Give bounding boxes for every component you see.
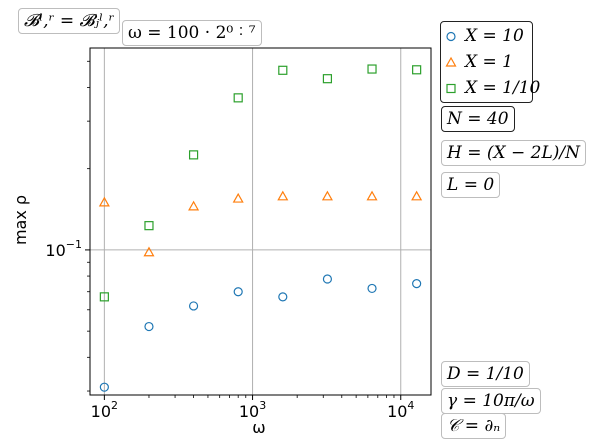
y-axis-label: max ρ: [11, 195, 30, 245]
data-point-triangle: [143, 246, 155, 257]
data-point-square: [412, 65, 422, 75]
data-point-circle: [233, 287, 243, 297]
legend-item: X = 1/10: [445, 76, 540, 100]
y-tick-label: 10−1: [45, 238, 82, 260]
data-point-square: [188, 150, 199, 160]
annotation-c: 𝒞 = ∂ₙ: [441, 413, 507, 439]
data-point-square: [233, 93, 243, 103]
data-point-triangle: [366, 190, 378, 201]
data-point-circle: [99, 382, 109, 392]
data-point-circle: [144, 321, 154, 332]
legend: X = 10 X = 1 X = 1/10: [440, 21, 540, 103]
x-tick-label: 104: [387, 399, 414, 421]
legend-marker: [446, 83, 456, 94]
data-point-circle: [367, 283, 377, 294]
square-marker-icon: [446, 83, 456, 94]
data-point-triangle: [188, 200, 200, 211]
data-point-square: [99, 292, 109, 302]
data-point-circle: [188, 301, 199, 311]
annotation-top-left: 𝓑ˡ,ʳ = 𝓑ⱼˡ,ʳ: [18, 8, 121, 34]
legend-label: X = 1: [465, 52, 513, 72]
data-point-circle: [322, 274, 333, 284]
legend-label: X = 10: [465, 26, 524, 46]
data-point-triangle: [411, 190, 423, 201]
axis-ticks: 102 103 104 10−1: [45, 60, 414, 421]
data-point-square: [144, 221, 154, 231]
annotation-gamma: γ = 10π/ω: [441, 388, 541, 414]
annotation-h: H = (X − 2L)/N: [441, 140, 587, 166]
annotation-l: L = 0: [441, 172, 501, 198]
triangle-marker-icon: [445, 56, 457, 67]
annotation-omega-formula: ω = 100 · 2⁰ ˸ ⁷: [122, 20, 262, 46]
x-tick-label: 102: [91, 399, 118, 421]
data-point-triangle: [277, 190, 289, 201]
annotation-d: D = 1/10: [441, 361, 530, 387]
data-point-circle: [278, 292, 288, 302]
data-point-square: [322, 74, 333, 84]
data-point-triangle: [98, 196, 110, 207]
data-point-triangle: [232, 192, 244, 203]
data-point-triangle: [321, 190, 333, 201]
legend-label: X = 1/10: [465, 78, 541, 98]
data-point-square: [367, 64, 377, 74]
circle-marker-icon: [446, 31, 456, 42]
grid-lines: [90, 48, 431, 395]
legend-marker: [446, 31, 456, 42]
plot-frame: [89, 47, 432, 396]
x-tick-label: 103: [239, 399, 266, 421]
legend-marker: [445, 56, 457, 67]
x-axis-label: ω: [252, 418, 265, 437]
legend-item: X = 10: [445, 24, 524, 48]
annotation-n: N = 40: [441, 106, 515, 132]
data-point-circle: [412, 279, 422, 289]
chart-marks: [98, 64, 423, 392]
data-point-square: [278, 65, 288, 75]
legend-item: X = 1: [445, 50, 513, 74]
